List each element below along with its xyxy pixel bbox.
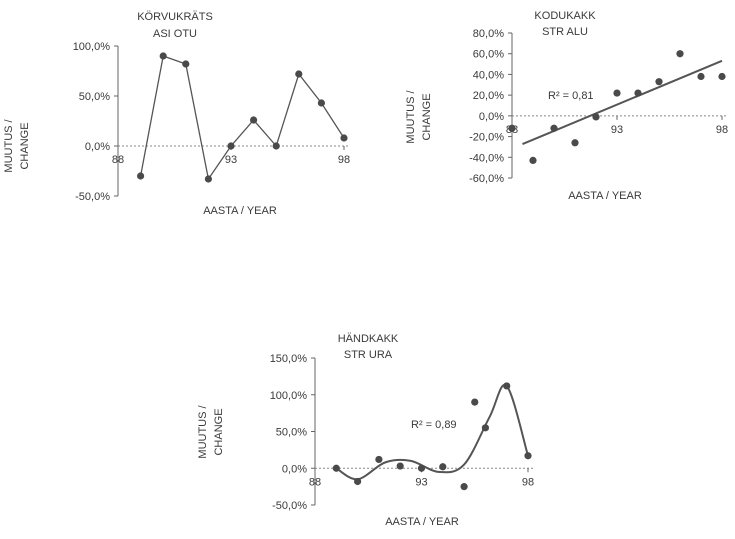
x-axis-label: AASTA / YEAR bbox=[203, 205, 277, 217]
x-tick-label: 88 bbox=[112, 154, 124, 166]
data-point bbox=[524, 452, 532, 460]
x-tick-label: 98 bbox=[716, 124, 728, 136]
data-point bbox=[417, 464, 426, 472]
data-point bbox=[375, 455, 383, 464]
data-point bbox=[272, 142, 280, 150]
chart-title-line: KÖRVUKRÄTS bbox=[137, 11, 213, 23]
chart-1: KÖRVUKRÄTS ASI OTU -50,0% 0,0% 50,0% 100,0% 88… bbox=[3, 11, 350, 217]
data-point bbox=[332, 464, 340, 472]
data-point bbox=[460, 483, 468, 491]
data-point bbox=[529, 156, 537, 164]
data-point bbox=[550, 124, 558, 132]
data-point bbox=[503, 382, 511, 390]
data-point bbox=[317, 99, 325, 107]
data-point bbox=[182, 60, 190, 68]
x-axis-label: AASTA / YEAR bbox=[385, 516, 459, 528]
x-tick-label: 93 bbox=[415, 476, 427, 488]
y-tick-label: 50,0% bbox=[79, 91, 110, 103]
y-tick-label: 100,0% bbox=[270, 390, 308, 402]
r-squared-label: R² = 0,89 bbox=[411, 419, 457, 431]
y-tick-label: -20,0% bbox=[469, 132, 504, 144]
data-point bbox=[354, 477, 362, 486]
y-tick-label: 0,0% bbox=[479, 111, 504, 123]
y-tick-label: -50,0% bbox=[272, 500, 307, 512]
data-point bbox=[655, 78, 663, 86]
chart-title-line: HÄNDKAKK bbox=[338, 333, 399, 345]
data-point bbox=[634, 89, 642, 97]
data-point bbox=[676, 50, 684, 58]
data-point bbox=[204, 175, 212, 183]
x-tick-label: 93 bbox=[225, 154, 237, 166]
y-tick-label: 0,0% bbox=[282, 463, 307, 475]
x-tick-label: 88 bbox=[309, 476, 321, 488]
x-tick-label: 93 bbox=[611, 124, 623, 136]
x-axis-label: AASTA / YEAR bbox=[568, 190, 642, 202]
data-point bbox=[571, 139, 579, 147]
y-axis-label: CHANGE bbox=[421, 93, 433, 140]
data-point bbox=[340, 134, 348, 142]
data-point bbox=[697, 72, 705, 81]
data-point bbox=[481, 424, 489, 432]
data-point bbox=[295, 70, 303, 78]
y-tick-label: -50,0% bbox=[75, 191, 110, 203]
y-tick-label: 80,0% bbox=[473, 28, 504, 40]
chart-3: HÄNDKAKK STR URA -50,0% 0,0% 50,0% 100,0% 150,… bbox=[197, 333, 534, 528]
y-tick-label: 40,0% bbox=[473, 69, 504, 81]
y-tick-label: 100,0% bbox=[73, 41, 111, 53]
y-axis-label: MUUTUS / bbox=[405, 89, 417, 143]
chart-title-line: STR URA bbox=[344, 349, 393, 361]
y-tick-label: -40,0% bbox=[469, 152, 504, 164]
data-point bbox=[137, 172, 145, 180]
chart-title-line: STR ALU bbox=[542, 26, 588, 38]
chart-title-line: ASI OTU bbox=[153, 28, 197, 40]
chart-2: KODUKAKK STR ALU -60,0% -40,0% -20,0% 0,0% 20,… bbox=[405, 10, 728, 202]
y-tick-label: 20,0% bbox=[473, 90, 504, 102]
data-point bbox=[471, 398, 479, 406]
y-axis-label: MUUTUS / bbox=[3, 118, 15, 172]
y-tick-label: -60,0% bbox=[469, 173, 504, 185]
chart-title-line: KODUKAKK bbox=[534, 10, 596, 22]
data-point bbox=[227, 142, 235, 150]
y-axis-label: CHANGE bbox=[19, 122, 31, 169]
data-point bbox=[613, 89, 621, 97]
x-tick-label: 98 bbox=[522, 476, 534, 488]
x-tick-label: 98 bbox=[338, 154, 350, 166]
data-point bbox=[718, 72, 726, 81]
data-point bbox=[250, 116, 258, 124]
y-tick-label: 150,0% bbox=[270, 353, 308, 365]
data-point bbox=[592, 113, 600, 121]
data-point bbox=[159, 52, 167, 60]
y-tick-label: 50,0% bbox=[276, 427, 307, 439]
data-point bbox=[396, 462, 404, 470]
r-squared-label: R² = 0,81 bbox=[548, 90, 594, 102]
data-point bbox=[508, 124, 516, 132]
y-axis-label: MUUTUS / bbox=[197, 404, 209, 458]
y-axis-label: CHANGE bbox=[213, 408, 225, 455]
y-tick-label: 0,0% bbox=[85, 141, 110, 153]
y-tick-label: 60,0% bbox=[473, 49, 504, 61]
trend-curve bbox=[335, 383, 529, 481]
data-point bbox=[439, 463, 447, 471]
series-line bbox=[139, 55, 345, 181]
